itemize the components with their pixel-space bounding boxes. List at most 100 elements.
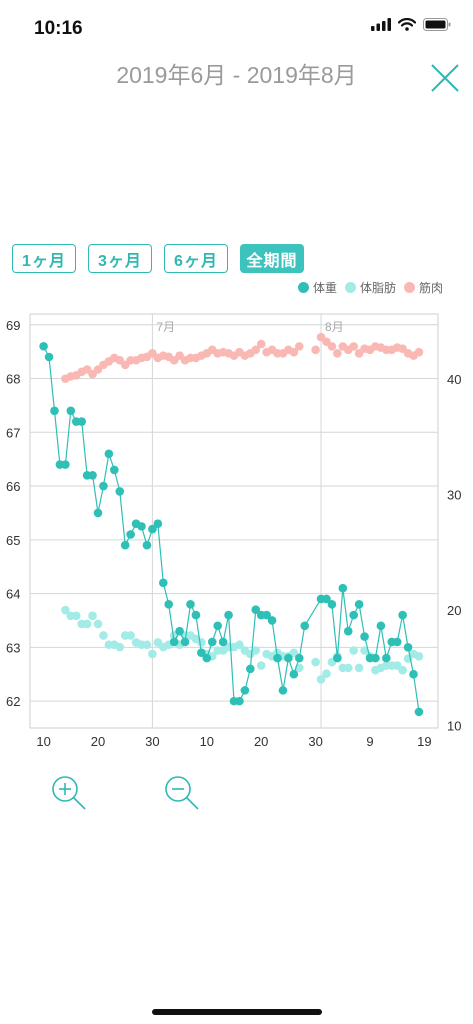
weight-point	[327, 600, 337, 609]
body-fat-point	[115, 642, 125, 652]
weight-point	[213, 621, 222, 631]
weight-point	[300, 621, 310, 631]
body-fat-point	[414, 652, 424, 661]
weight-chart[interactable]: 62 63 64 65 66 67 68 69 10 20 30 40 7月 8月 10 20 30 10 20 30…	[0, 300, 473, 760]
weight-point	[403, 643, 413, 652]
weight-point	[93, 508, 103, 518]
zoom-out-icon[interactable]	[163, 774, 201, 812]
body-fat-point	[398, 665, 407, 675]
body-fat-point	[99, 631, 108, 640]
status-time: 10:16	[34, 18, 83, 39]
weight-point	[360, 632, 369, 641]
month-label: 7月	[156, 320, 175, 334]
weight-point	[343, 626, 353, 636]
body-fat-point	[142, 640, 152, 650]
weight-point	[158, 578, 168, 588]
status-bar: 10:16	[0, 0, 473, 56]
muscle-point	[349, 342, 358, 351]
signal-icon	[371, 18, 391, 31]
y2-tick-label: 40	[447, 372, 461, 387]
weight-point	[126, 530, 135, 539]
weight-point	[120, 540, 130, 550]
y2-tick-label: 10	[447, 719, 461, 734]
weight-point	[246, 664, 255, 674]
weight-point	[207, 637, 217, 647]
period-1-month-button[interactable]: 1ヶ月	[12, 244, 76, 273]
x-tick-label: 10	[200, 734, 214, 749]
weight-point	[398, 610, 407, 620]
y-tick-label: 67	[6, 425, 20, 440]
period-all-button[interactable]: 全期間	[240, 244, 304, 273]
muscle-point	[311, 345, 320, 355]
weight-point	[77, 417, 86, 426]
weight-point	[115, 487, 125, 496]
page-title: 2019年6月 - 2019年8月	[116, 62, 357, 88]
weight-point	[66, 406, 76, 416]
body-fat-point	[93, 619, 103, 629]
home-indicator	[152, 1009, 322, 1015]
weight-point	[153, 519, 163, 528]
legend-label: 体重	[312, 281, 337, 295]
weight-point	[88, 470, 97, 480]
legend-swatch	[403, 282, 415, 293]
y-tick-label: 64	[6, 587, 20, 602]
body-fat-point	[251, 646, 261, 655]
x-tick-label: 30	[308, 734, 322, 749]
close-icon[interactable]	[428, 61, 462, 95]
zoom-in-icon[interactable]	[50, 774, 88, 812]
weight-point	[137, 522, 146, 531]
legend-item-body-fat: 体脂肪	[344, 279, 396, 296]
body-fat-point	[82, 619, 92, 629]
weight-point	[284, 653, 293, 663]
weight-point	[251, 605, 261, 615]
weight-point	[235, 696, 244, 706]
y-tick-label: 69	[6, 318, 20, 333]
body-fat-point	[349, 646, 358, 655]
weight-point	[202, 653, 212, 663]
y-tick-label: 65	[6, 533, 20, 548]
period-6-month-button[interactable]: 6ヶ月	[164, 244, 228, 273]
x-tick-label: 20	[254, 734, 268, 749]
body-fat-point	[343, 663, 353, 673]
weight-point	[191, 610, 201, 620]
status-icons	[371, 18, 451, 31]
body-fat-point	[126, 631, 135, 640]
y-tick-label: 66	[6, 479, 20, 494]
x-tick-label: 30	[145, 734, 159, 749]
weight-point	[354, 600, 364, 609]
muscle-point	[256, 339, 266, 349]
plot-frame	[29, 313, 439, 729]
weight-point	[104, 449, 114, 459]
body-fat-point	[61, 605, 70, 615]
weight-point	[382, 653, 391, 663]
y-tick-label: 68	[6, 372, 20, 387]
y-tick-label: 62	[6, 694, 20, 709]
muscle-point	[289, 347, 299, 357]
weight-point	[99, 481, 108, 491]
body-fat-point	[256, 661, 266, 670]
body-fat-point	[289, 648, 299, 658]
weight-point	[294, 653, 304, 663]
body-fat-point	[316, 675, 326, 684]
muscle-point	[333, 349, 342, 358]
weight-point	[186, 600, 195, 609]
weight-point	[392, 637, 402, 647]
weight-point	[148, 524, 157, 534]
body-fat-point	[88, 611, 97, 621]
weight-point	[180, 637, 190, 647]
weight-point	[197, 648, 206, 658]
period-selector: 1ヶ月 3ヶ月 6ヶ月 全期間	[12, 244, 304, 273]
body-fat-point	[71, 611, 81, 621]
legend-swatch	[297, 282, 309, 293]
body-fat-point	[235, 640, 244, 650]
weight-point	[164, 600, 174, 609]
y2-tick-label: 30	[447, 487, 461, 502]
weight-point	[110, 465, 119, 475]
weight-point	[376, 621, 386, 631]
battery-icon	[423, 18, 451, 31]
weight-point	[322, 594, 331, 604]
muscle-point	[294, 342, 304, 351]
weight-point	[414, 707, 424, 717]
weight-point	[262, 610, 271, 620]
period-3-month-button[interactable]: 3ヶ月	[88, 244, 152, 273]
